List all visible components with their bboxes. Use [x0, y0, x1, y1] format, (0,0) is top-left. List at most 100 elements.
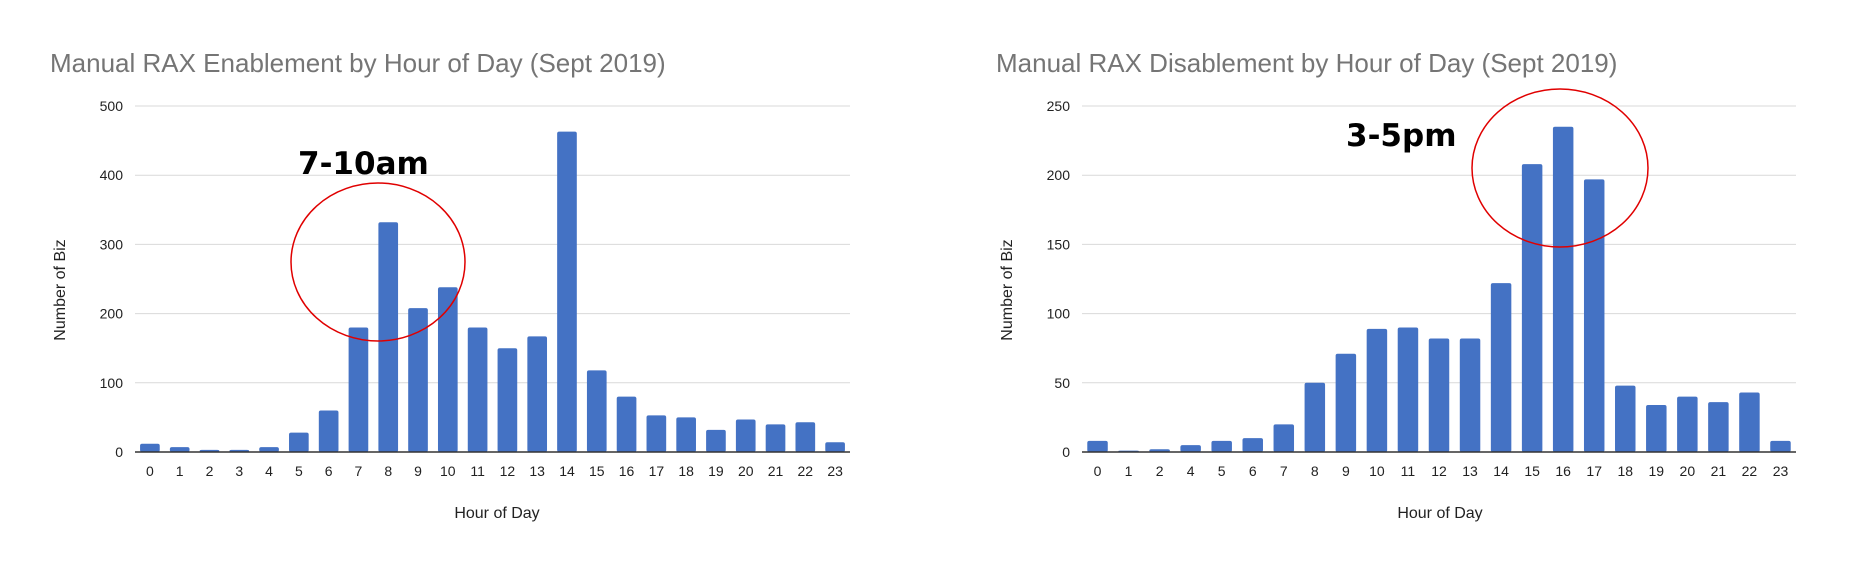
x-tick-label: 1 — [176, 463, 184, 479]
x-tick-label: 7 — [355, 463, 363, 479]
bar — [1335, 353, 1357, 452]
bar — [1428, 338, 1450, 452]
chart-title: Manual RAX Enablement by Hour of Day (Se… — [50, 48, 666, 78]
y-tick-label: 100 — [100, 375, 124, 391]
bar — [259, 447, 279, 452]
bar — [1459, 338, 1481, 452]
x-tick-label: 5 — [1218, 463, 1226, 479]
bar — [735, 419, 756, 452]
bar — [1708, 402, 1729, 452]
bar — [1770, 440, 1791, 452]
bar — [140, 443, 160, 452]
x-tick-label: 12 — [500, 463, 516, 479]
x-tick-label: 15 — [1524, 463, 1540, 479]
bar — [1521, 164, 1543, 453]
x-tick-label: 19 — [708, 463, 724, 479]
x-tick-label: 18 — [678, 463, 694, 479]
x-tick-label: 2 — [1156, 463, 1164, 479]
x-tick-label: 6 — [1249, 463, 1257, 479]
y-tick-label: 50 — [1054, 375, 1070, 391]
x-tick-label: 11 — [1401, 463, 1416, 479]
bar — [1583, 179, 1605, 453]
bar — [1552, 126, 1574, 452]
x-tick-label: 21 — [768, 463, 784, 479]
bar — [1366, 328, 1388, 452]
x-tick-label: 20 — [1680, 463, 1696, 479]
y-tick-label: 150 — [1047, 236, 1071, 252]
x-tick-label: 21 — [1711, 463, 1727, 479]
y-tick-label: 200 — [1047, 167, 1071, 183]
bar — [616, 396, 637, 452]
x-tick-label: 11 — [470, 463, 485, 479]
bar — [557, 131, 577, 452]
bar — [1677, 396, 1698, 452]
x-tick-label: 10 — [1369, 463, 1385, 479]
x-tick-label: 8 — [384, 463, 392, 479]
x-axis-label: Hour of Day — [1397, 505, 1482, 522]
bar — [318, 410, 339, 452]
x-tick-label: 22 — [1742, 463, 1758, 479]
x-tick-label: 4 — [1187, 463, 1195, 479]
y-tick-label: 0 — [1062, 444, 1070, 460]
x-tick-label: 23 — [827, 463, 843, 479]
bar — [289, 432, 309, 452]
x-tick-label: 1 — [1125, 463, 1133, 479]
bar — [1242, 438, 1263, 452]
bar — [586, 370, 607, 452]
highlight-circle — [290, 182, 466, 342]
bar — [1211, 440, 1232, 452]
x-tick-label: 12 — [1431, 463, 1447, 479]
annotation-label: 7-10am — [298, 146, 429, 182]
bar — [1397, 327, 1419, 452]
x-tick-label: 3 — [235, 463, 243, 479]
x-tick-label: 23 — [1773, 463, 1789, 479]
enablement-chart: Manual RAX Enablement by Hour of Day (Se… — [50, 48, 850, 522]
bar — [646, 415, 667, 452]
bar — [765, 424, 786, 452]
y-axis-label: Number of Biz — [52, 239, 69, 340]
y-tick-label: 400 — [100, 167, 124, 183]
x-tick-label: 10 — [440, 463, 456, 479]
bar — [1180, 445, 1201, 452]
x-tick-label: 18 — [1617, 463, 1633, 479]
bar — [1273, 424, 1295, 452]
disablement-chart: Manual RAX Disablement by Hour of Day (S… — [996, 48, 1796, 522]
chart-title: Manual RAX Disablement by Hour of Day (S… — [996, 48, 1617, 78]
x-tick-label: 19 — [1649, 463, 1665, 479]
bar — [1646, 404, 1667, 452]
x-tick-label: 16 — [1555, 463, 1571, 479]
x-tick-label: 7 — [1280, 463, 1288, 479]
bar — [706, 429, 726, 452]
bar — [1490, 283, 1512, 452]
bar — [825, 442, 845, 452]
x-tick-label: 5 — [295, 463, 303, 479]
x-tick-label: 13 — [1462, 463, 1478, 479]
x-axis-label: Hour of Day — [454, 505, 539, 522]
annotation-label: 3-5pm — [1346, 118, 1457, 154]
x-tick-label: 2 — [206, 463, 214, 479]
bar — [169, 447, 190, 452]
x-tick-label: 17 — [1586, 463, 1602, 479]
x-tick-label: 14 — [1493, 463, 1509, 479]
x-tick-label: 20 — [738, 463, 754, 479]
x-tick-label: 17 — [649, 463, 665, 479]
x-tick-label: 0 — [146, 463, 154, 479]
bar — [408, 308, 428, 452]
y-tick-label: 500 — [100, 98, 124, 114]
x-tick-label: 16 — [619, 463, 635, 479]
x-tick-label: 9 — [414, 463, 422, 479]
bar — [348, 327, 369, 452]
y-tick-label: 300 — [100, 236, 124, 252]
x-tick-label: 8 — [1311, 463, 1319, 479]
bar — [676, 417, 696, 452]
x-tick-label: 4 — [265, 463, 273, 479]
bar — [1739, 392, 1760, 452]
bar — [1615, 385, 1636, 452]
bar — [497, 348, 518, 452]
y-axis-label: Number of Biz — [999, 239, 1016, 340]
y-tick-label: 250 — [1047, 98, 1071, 114]
y-tick-label: 0 — [115, 444, 123, 460]
x-tick-label: 9 — [1342, 463, 1350, 479]
y-tick-label: 100 — [1047, 306, 1071, 322]
